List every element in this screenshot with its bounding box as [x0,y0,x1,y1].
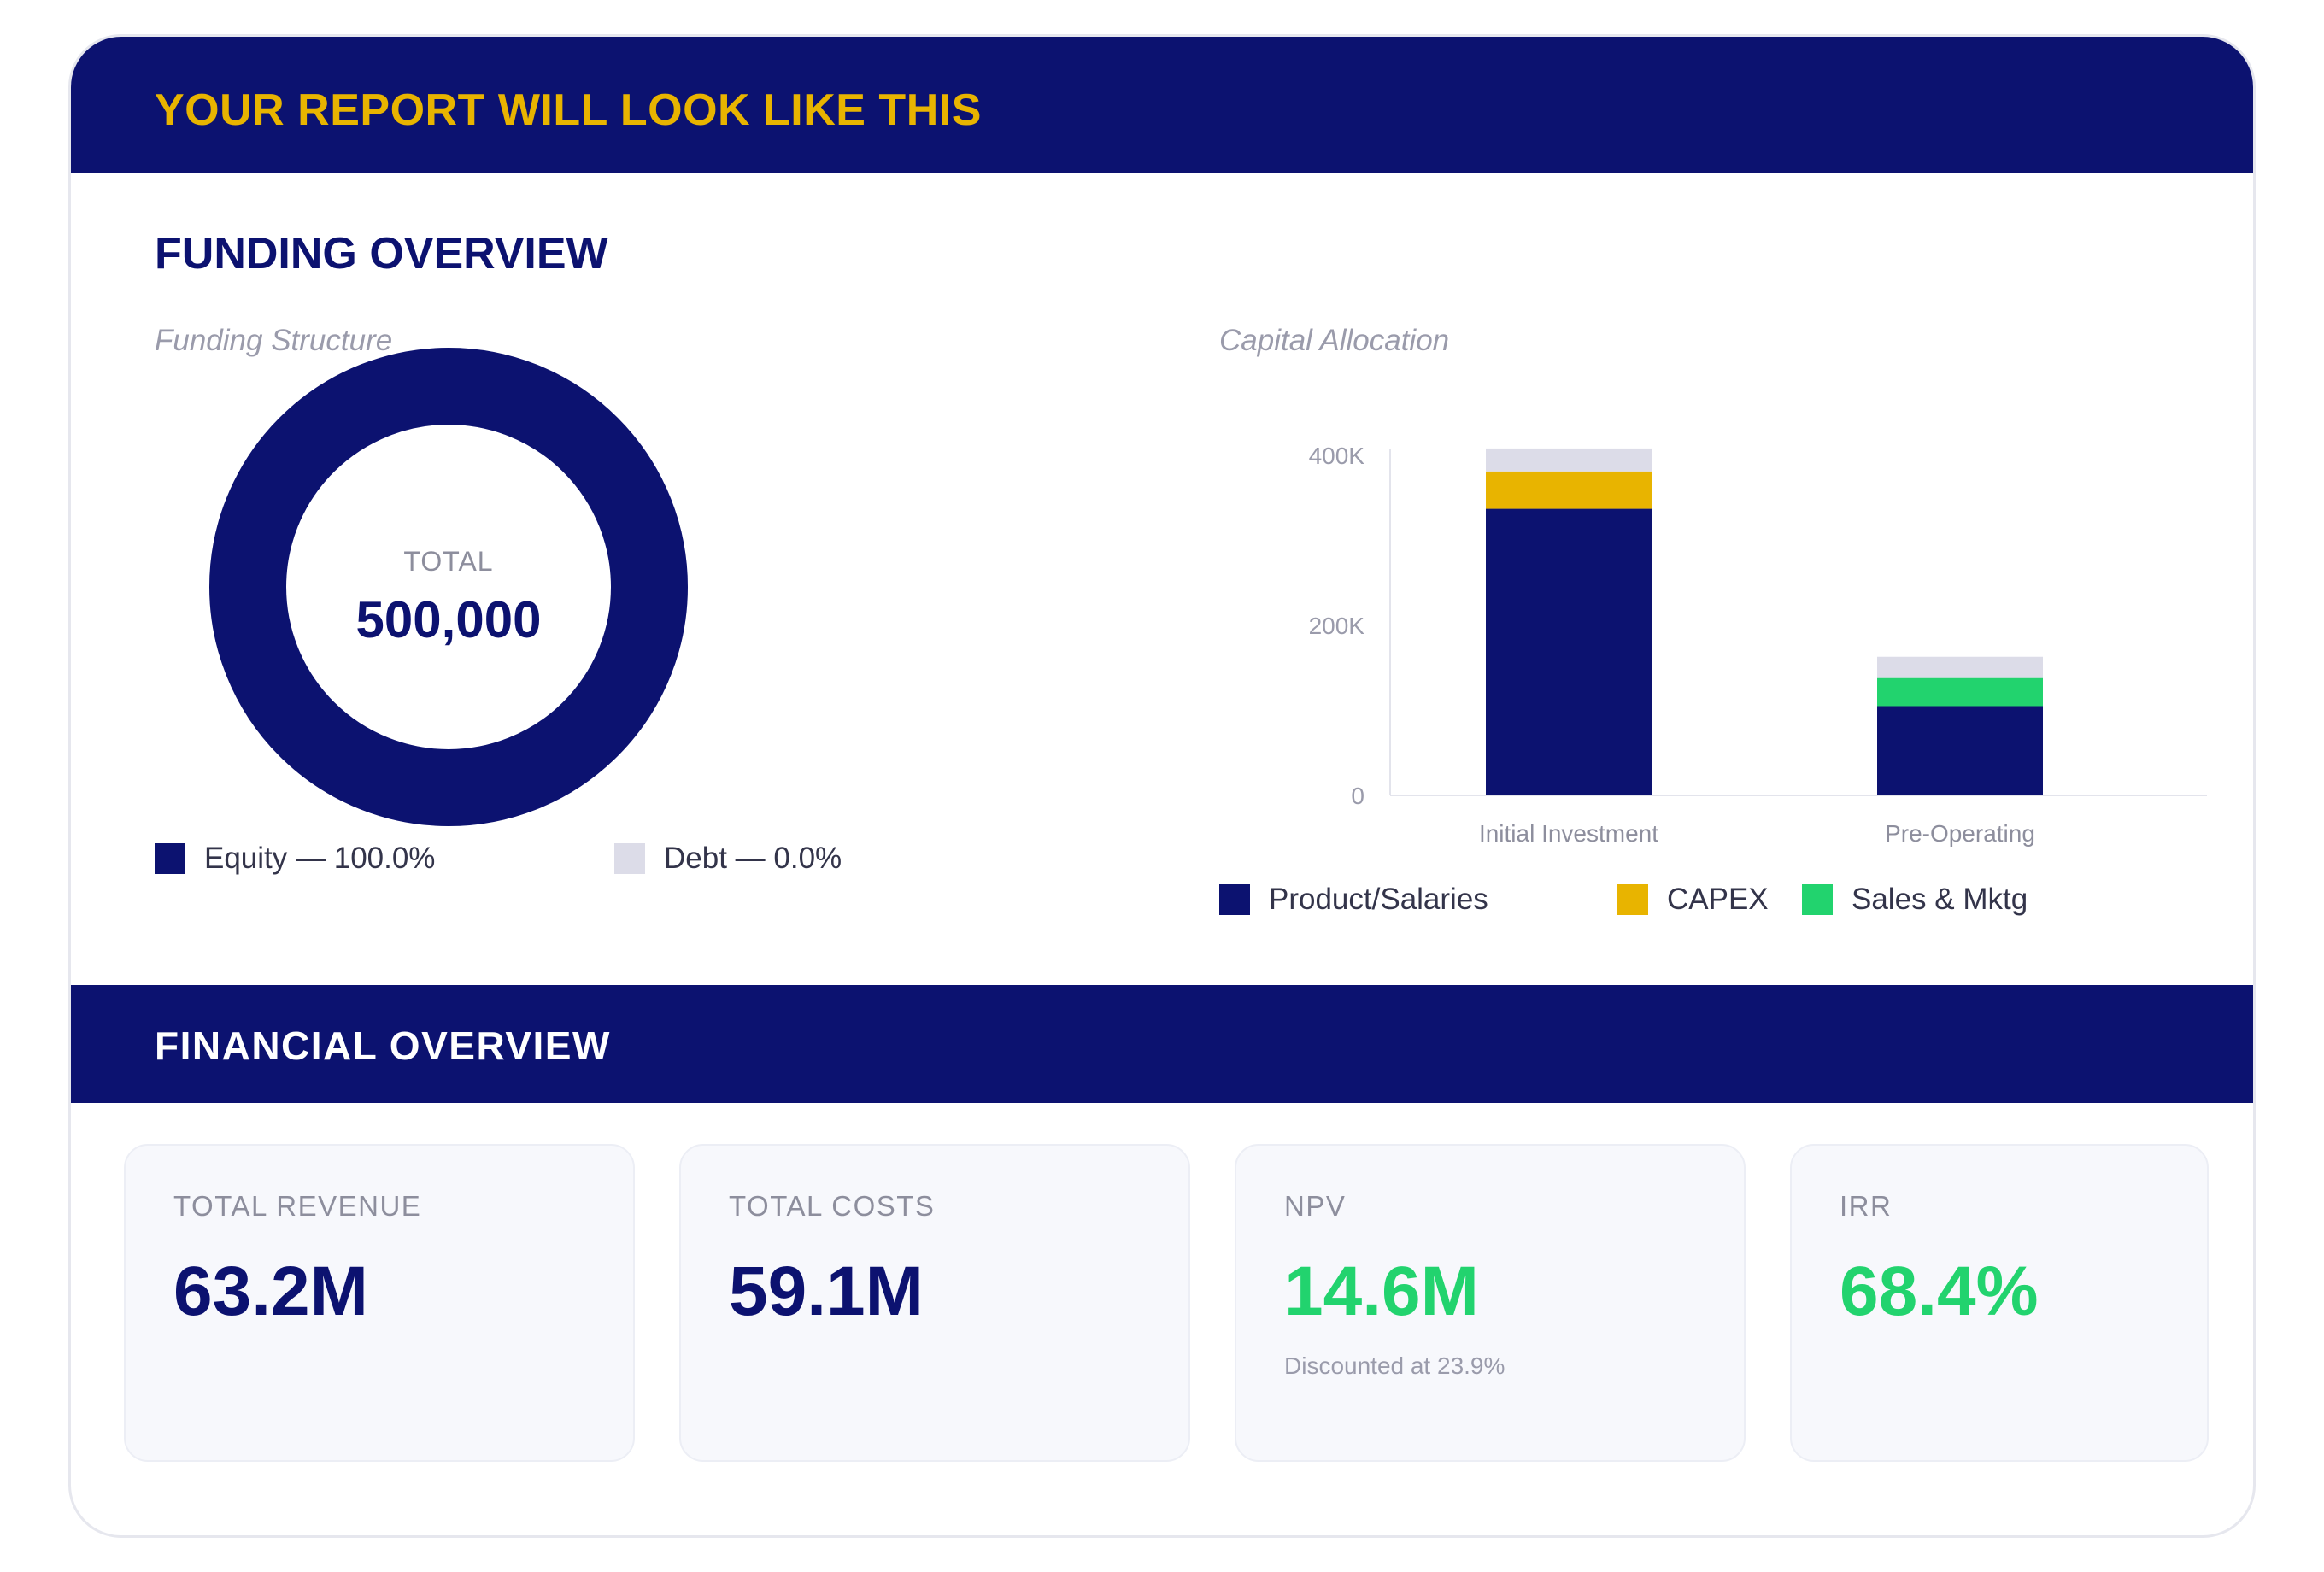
kpi-npv: NPV 14.6M Discounted at 23.9% [1235,1144,1746,1462]
y-tick-label: 0 [1351,783,1364,809]
donut-center-label: TOTAL [403,546,494,577]
legend-sales-mktg: Sales & Mktg [1802,883,2028,917]
kpi-label: NPV [1284,1190,1347,1222]
financial-overview-title: FINANCIAL OVERVIEW [155,1024,611,1068]
legend-swatch-debt [614,843,645,874]
kpi-value: 59.1M [729,1252,924,1330]
bar-segment [1877,677,2043,707]
legend-swatch-capex [1617,884,1648,915]
kpi-label: IRR [1840,1190,1893,1222]
y-tick-label: 200K [1309,613,1365,639]
legend-swatch-product-salaries [1219,884,1250,915]
kpi-value: 68.4% [1840,1252,2039,1330]
capital-allocation-chart: 0 200K 400K Initial Investment Pre-Operating [1309,443,2207,847]
legend-sales-mktg-label: Sales & Mktg [1852,883,2028,916]
report-title: YOUR REPORT WILL LOOK LIKE THIS [155,85,982,135]
legend-product-salaries-label: Product/Salaries [1269,883,1488,916]
x-tick-label: Pre-Operating [1885,820,2035,847]
kpi-label: TOTAL REVENUE [173,1190,422,1222]
kpi-note: Discounted at 23.9% [1284,1352,1505,1379]
kpi-value: 14.6M [1284,1252,1479,1330]
legend-swatch-equity [155,843,185,874]
bar-segment [1486,471,1652,509]
bar-segment [1486,448,1652,472]
funding-overview-title: FUNDING OVERVIEW [155,229,608,279]
kpi-irr: IRR 68.4% [1790,1144,2209,1462]
legend-debt: Debt — 0.0% [614,842,842,876]
bar-segment [1486,508,1652,795]
kpi-total-costs: TOTAL COSTS 59.1M [679,1144,1190,1462]
legend-capex-label: CAPEX [1667,883,1769,916]
legend-product-salaries: Product/Salaries [1219,883,1488,917]
kpi-value: 63.2M [173,1252,368,1330]
donut-slice-equity [209,348,688,826]
funding-structure-label: Funding Structure [155,324,393,357]
report-card: YOUR REPORT WILL LOOK LIKE THIS FUNDING … [68,34,2256,1538]
funding-structure-donut: TOTAL 500,000 [209,348,688,826]
bar-segment [1877,706,2043,795]
financial-overview-header: FINANCIAL OVERVIEW [71,985,2253,1103]
bar-segment [1877,656,2043,678]
report-header: YOUR REPORT WILL LOOK LIKE THIS [71,37,2253,173]
capital-allocation-label: Capital Allocation [1219,324,1450,357]
donut-chart-svg [209,348,688,826]
kpi-label: TOTAL COSTS [729,1190,936,1222]
x-tick-label: Initial Investment [1479,820,1658,847]
legend-equity-label: Equity — 100.0% [204,842,436,875]
legend-swatch-sales-mktg [1802,884,1833,915]
kpi-total-revenue: TOTAL REVENUE 63.2M [124,1144,635,1462]
donut-center-value: 500,000 [355,591,542,648]
legend-capex: CAPEX [1617,883,1769,917]
legend-debt-label: Debt — 0.0% [664,842,842,875]
y-tick-label: 400K [1309,443,1365,469]
legend-equity: Equity — 100.0% [155,842,435,876]
